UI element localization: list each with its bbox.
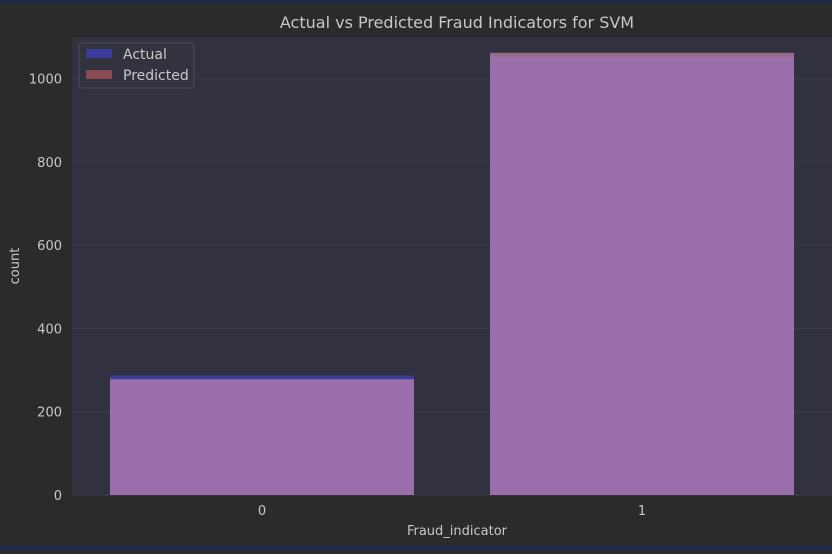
legend-swatch-actual <box>86 49 112 58</box>
bottom-edge <box>0 546 832 550</box>
legend-label-actual: Actual <box>123 47 167 63</box>
y-tick-label: 0 <box>54 489 62 504</box>
bar-predicted-1 <box>490 52 794 496</box>
x-tick-label: 1 <box>638 504 646 519</box>
top-edge <box>0 0 832 3</box>
bars <box>110 52 794 496</box>
bar-predicted-0 <box>110 379 414 495</box>
x-axis-label: Fraud_indicator <box>407 524 508 539</box>
y-tick-label: 1000 <box>29 73 62 88</box>
y-tick-label: 600 <box>37 239 62 254</box>
y-tick-label: 400 <box>37 322 62 337</box>
legend-label-predicted: Predicted <box>123 68 189 84</box>
legend-swatch-predicted <box>86 70 112 79</box>
x-tick-label: 0 <box>258 504 266 519</box>
y-tick-label: 800 <box>37 156 62 171</box>
y-axis-ticks: 0 200 400 600 800 1000 <box>29 73 62 504</box>
chart-title: Actual vs Predicted Fraud Indicators for… <box>280 13 634 32</box>
y-tick-label: 200 <box>37 406 62 421</box>
y-axis-label: count <box>8 248 23 285</box>
legend: Actual Predicted <box>78 42 195 89</box>
